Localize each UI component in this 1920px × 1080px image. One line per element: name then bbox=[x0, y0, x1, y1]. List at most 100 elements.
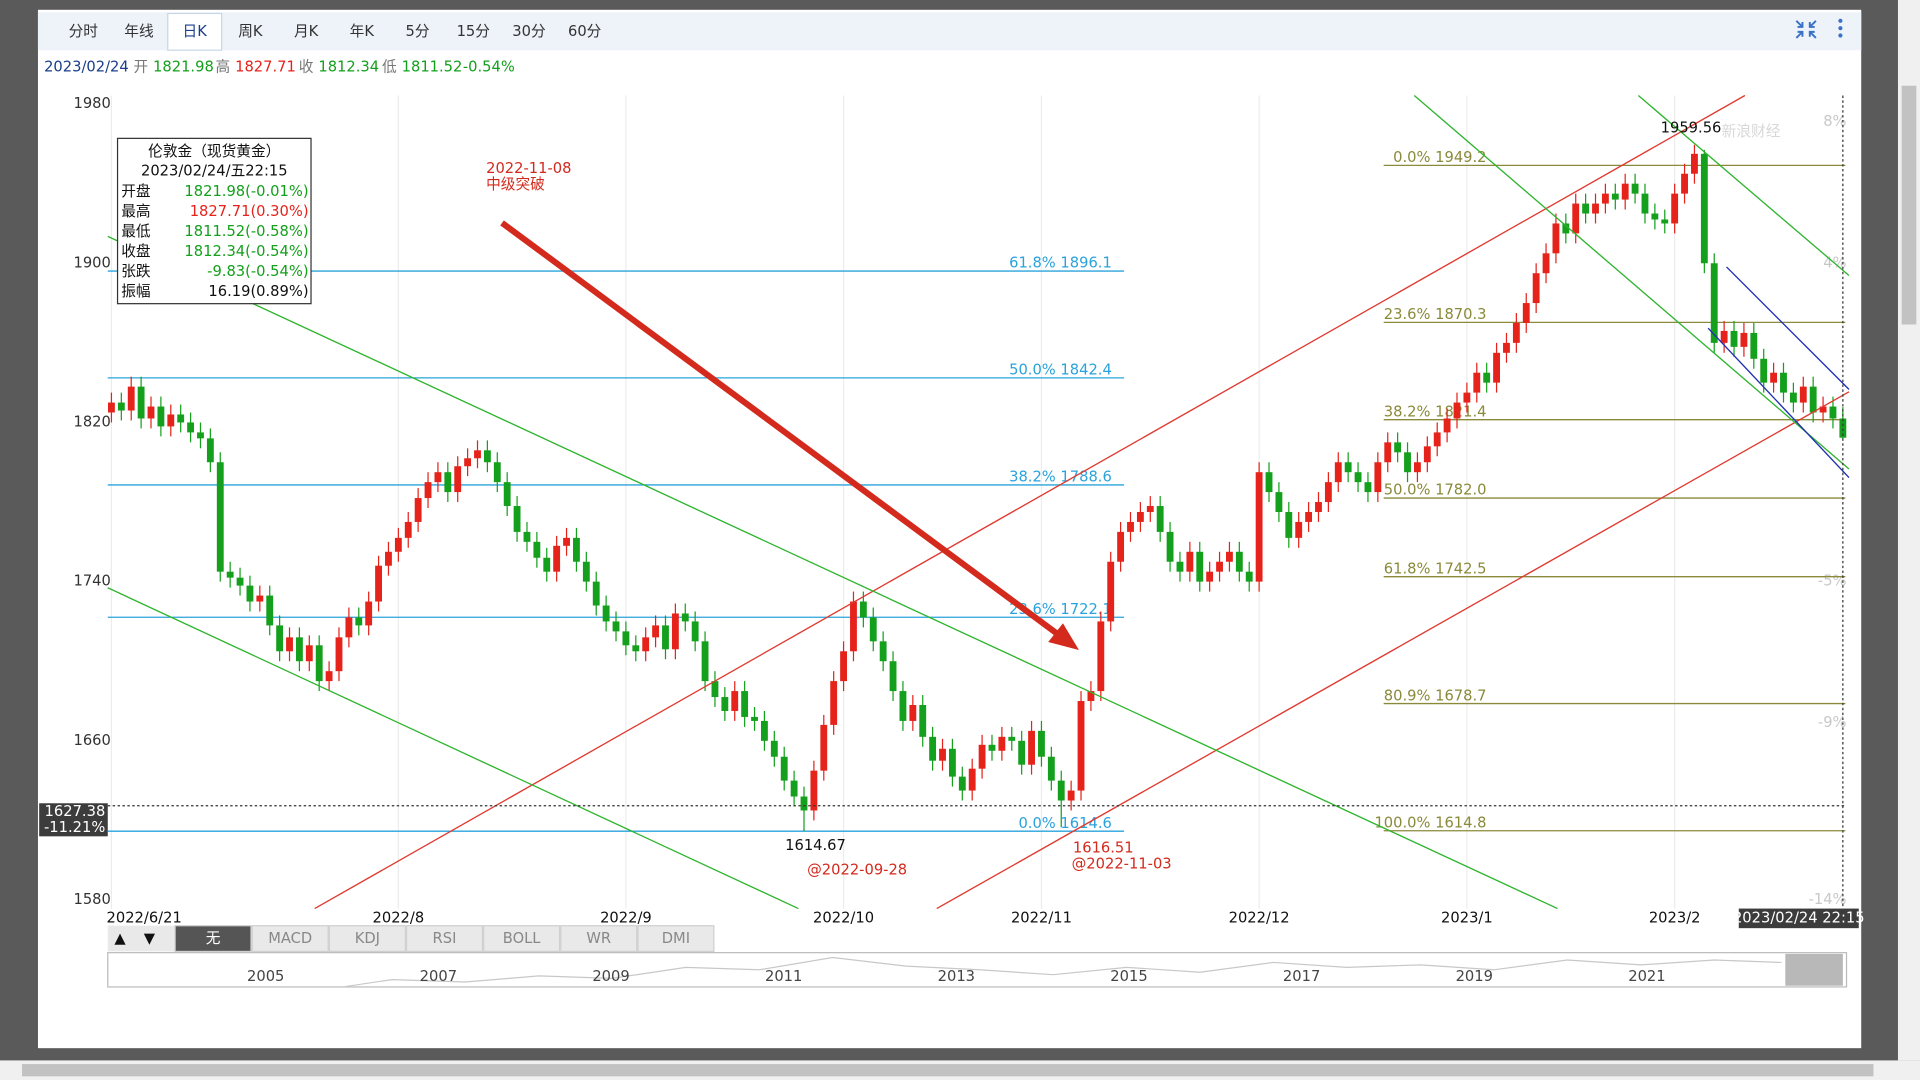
indicator-tab-bg[interactable] bbox=[405, 925, 484, 953]
candle-body bbox=[1334, 462, 1342, 483]
collapse-icon[interactable] bbox=[1795, 20, 1817, 39]
candle-body bbox=[1146, 506, 1154, 512]
period-tab[interactable]: 30分 bbox=[512, 23, 546, 40]
period-tab[interactable]: 年线 bbox=[124, 23, 154, 40]
h-scroll-thumb[interactable] bbox=[22, 1064, 1874, 1077]
candle-body bbox=[137, 386, 145, 419]
candle-body bbox=[474, 450, 481, 459]
x-tick-label: 2022/10 bbox=[813, 909, 874, 926]
candle-body bbox=[859, 601, 867, 618]
candle-body bbox=[1572, 203, 1580, 234]
info-label: 张跌 bbox=[121, 263, 151, 280]
candle-body bbox=[1453, 402, 1461, 419]
indicator-tab[interactable]: RSI bbox=[433, 930, 457, 947]
indicator-tab-bg[interactable] bbox=[328, 925, 406, 953]
indicator-tab-bg[interactable] bbox=[560, 925, 638, 953]
period-tab[interactable]: 15分 bbox=[457, 23, 491, 40]
candle-body bbox=[1344, 462, 1352, 473]
candle-body bbox=[711, 681, 719, 698]
candle-body bbox=[652, 625, 660, 638]
candle-body bbox=[1186, 551, 1194, 572]
candle-body bbox=[1295, 521, 1303, 538]
tab-active-bg[interactable] bbox=[167, 12, 223, 51]
trend-lines bbox=[107, 94, 1850, 910]
menu-dot[interactable] bbox=[1838, 26, 1843, 31]
candle-body bbox=[968, 768, 976, 791]
candle-body bbox=[177, 414, 185, 423]
candle-body bbox=[1117, 531, 1125, 562]
candle-body bbox=[503, 482, 511, 507]
arrow-head bbox=[1048, 623, 1079, 651]
indicator-tab-bg[interactable] bbox=[483, 925, 561, 953]
candle-body bbox=[513, 506, 521, 532]
candle-body bbox=[1196, 551, 1204, 582]
period-tab[interactable]: 分时 bbox=[69, 23, 99, 40]
fib-label: 50.0% 1842.4 bbox=[1009, 362, 1112, 379]
period-tab[interactable]: 日K bbox=[183, 23, 208, 40]
quote-field: 1812.34 bbox=[318, 58, 379, 75]
quote-field: 低 bbox=[382, 58, 397, 75]
candle-body bbox=[315, 645, 323, 682]
menu-dot[interactable] bbox=[1838, 18, 1843, 23]
candle-body bbox=[820, 724, 828, 771]
candle-body bbox=[1038, 730, 1045, 757]
zoom-button[interactable]: ▲ bbox=[114, 930, 126, 947]
candle-body bbox=[830, 681, 838, 725]
candle-body bbox=[117, 402, 125, 411]
indicator-tab[interactable]: KDJ bbox=[355, 930, 380, 947]
candle-body bbox=[662, 625, 669, 650]
indicator-tab-bg[interactable] bbox=[251, 925, 329, 953]
v-scroll-thumb[interactable] bbox=[1901, 85, 1917, 325]
period-tab[interactable]: 月K bbox=[294, 23, 319, 40]
candle-body bbox=[840, 651, 848, 682]
candle-body bbox=[404, 521, 412, 538]
period-tab[interactable]: 周K bbox=[238, 23, 263, 40]
indicator-tab-bg[interactable] bbox=[637, 925, 715, 953]
trend-line bbox=[107, 235, 1558, 910]
candle-body bbox=[721, 697, 729, 711]
indicator-tab[interactable]: MACD bbox=[268, 930, 312, 947]
indicator-tab[interactable]: 无 bbox=[206, 930, 221, 947]
candle-body bbox=[1493, 352, 1500, 383]
quote-field: 2023/02/24 bbox=[44, 58, 129, 75]
trend-line bbox=[1707, 327, 1850, 479]
y-tick-label: 1980 bbox=[73, 95, 110, 112]
indicator-tab[interactable]: BOLL bbox=[503, 930, 542, 947]
candle-body bbox=[1216, 561, 1223, 572]
trend-line bbox=[1413, 94, 1850, 470]
candle-body bbox=[157, 406, 165, 427]
navigator-handle[interactable] bbox=[1785, 953, 1843, 986]
navigator-year: 2017 bbox=[1283, 968, 1320, 985]
quote-field: 1811.52 bbox=[402, 58, 463, 75]
indicator-tab[interactable]: WR bbox=[586, 930, 611, 947]
x-tick-label: 2022/12 bbox=[1229, 909, 1290, 926]
note-date: 2022-11-08 bbox=[486, 160, 571, 177]
candle-body bbox=[1265, 472, 1273, 493]
candle-body bbox=[998, 736, 1006, 751]
candle-body bbox=[295, 637, 303, 662]
crosshair-value-box bbox=[39, 803, 108, 837]
candle-body bbox=[1592, 203, 1599, 214]
candle-body bbox=[424, 482, 432, 499]
indicator-tab-bg[interactable] bbox=[174, 925, 252, 953]
candle-body bbox=[563, 537, 570, 546]
candle-body bbox=[1413, 462, 1421, 473]
menu-dot[interactable] bbox=[1838, 33, 1843, 38]
trend-line bbox=[1637, 94, 1850, 277]
navigator[interactable]: 2005 2007 2009 2011 2013 2015 2017 2019 2021 bbox=[107, 952, 1848, 988]
candle-body bbox=[1780, 372, 1787, 393]
indicator-tab[interactable]: DMI bbox=[662, 930, 690, 947]
zoom-button[interactable]: ▼ bbox=[144, 930, 156, 947]
candle-body bbox=[197, 432, 204, 439]
candle-body bbox=[1057, 780, 1065, 801]
period-tab[interactable]: 年K bbox=[350, 23, 375, 40]
toolbar-icons[interactable] bbox=[1795, 18, 1843, 39]
trend-line bbox=[936, 391, 1850, 910]
candle-body bbox=[1512, 322, 1520, 343]
candle-body bbox=[493, 462, 501, 483]
period-tab[interactable]: 60分 bbox=[568, 23, 602, 40]
period-tab[interactable]: 5分 bbox=[406, 23, 430, 40]
candle-body bbox=[1503, 342, 1510, 353]
candle-body bbox=[1562, 223, 1570, 234]
